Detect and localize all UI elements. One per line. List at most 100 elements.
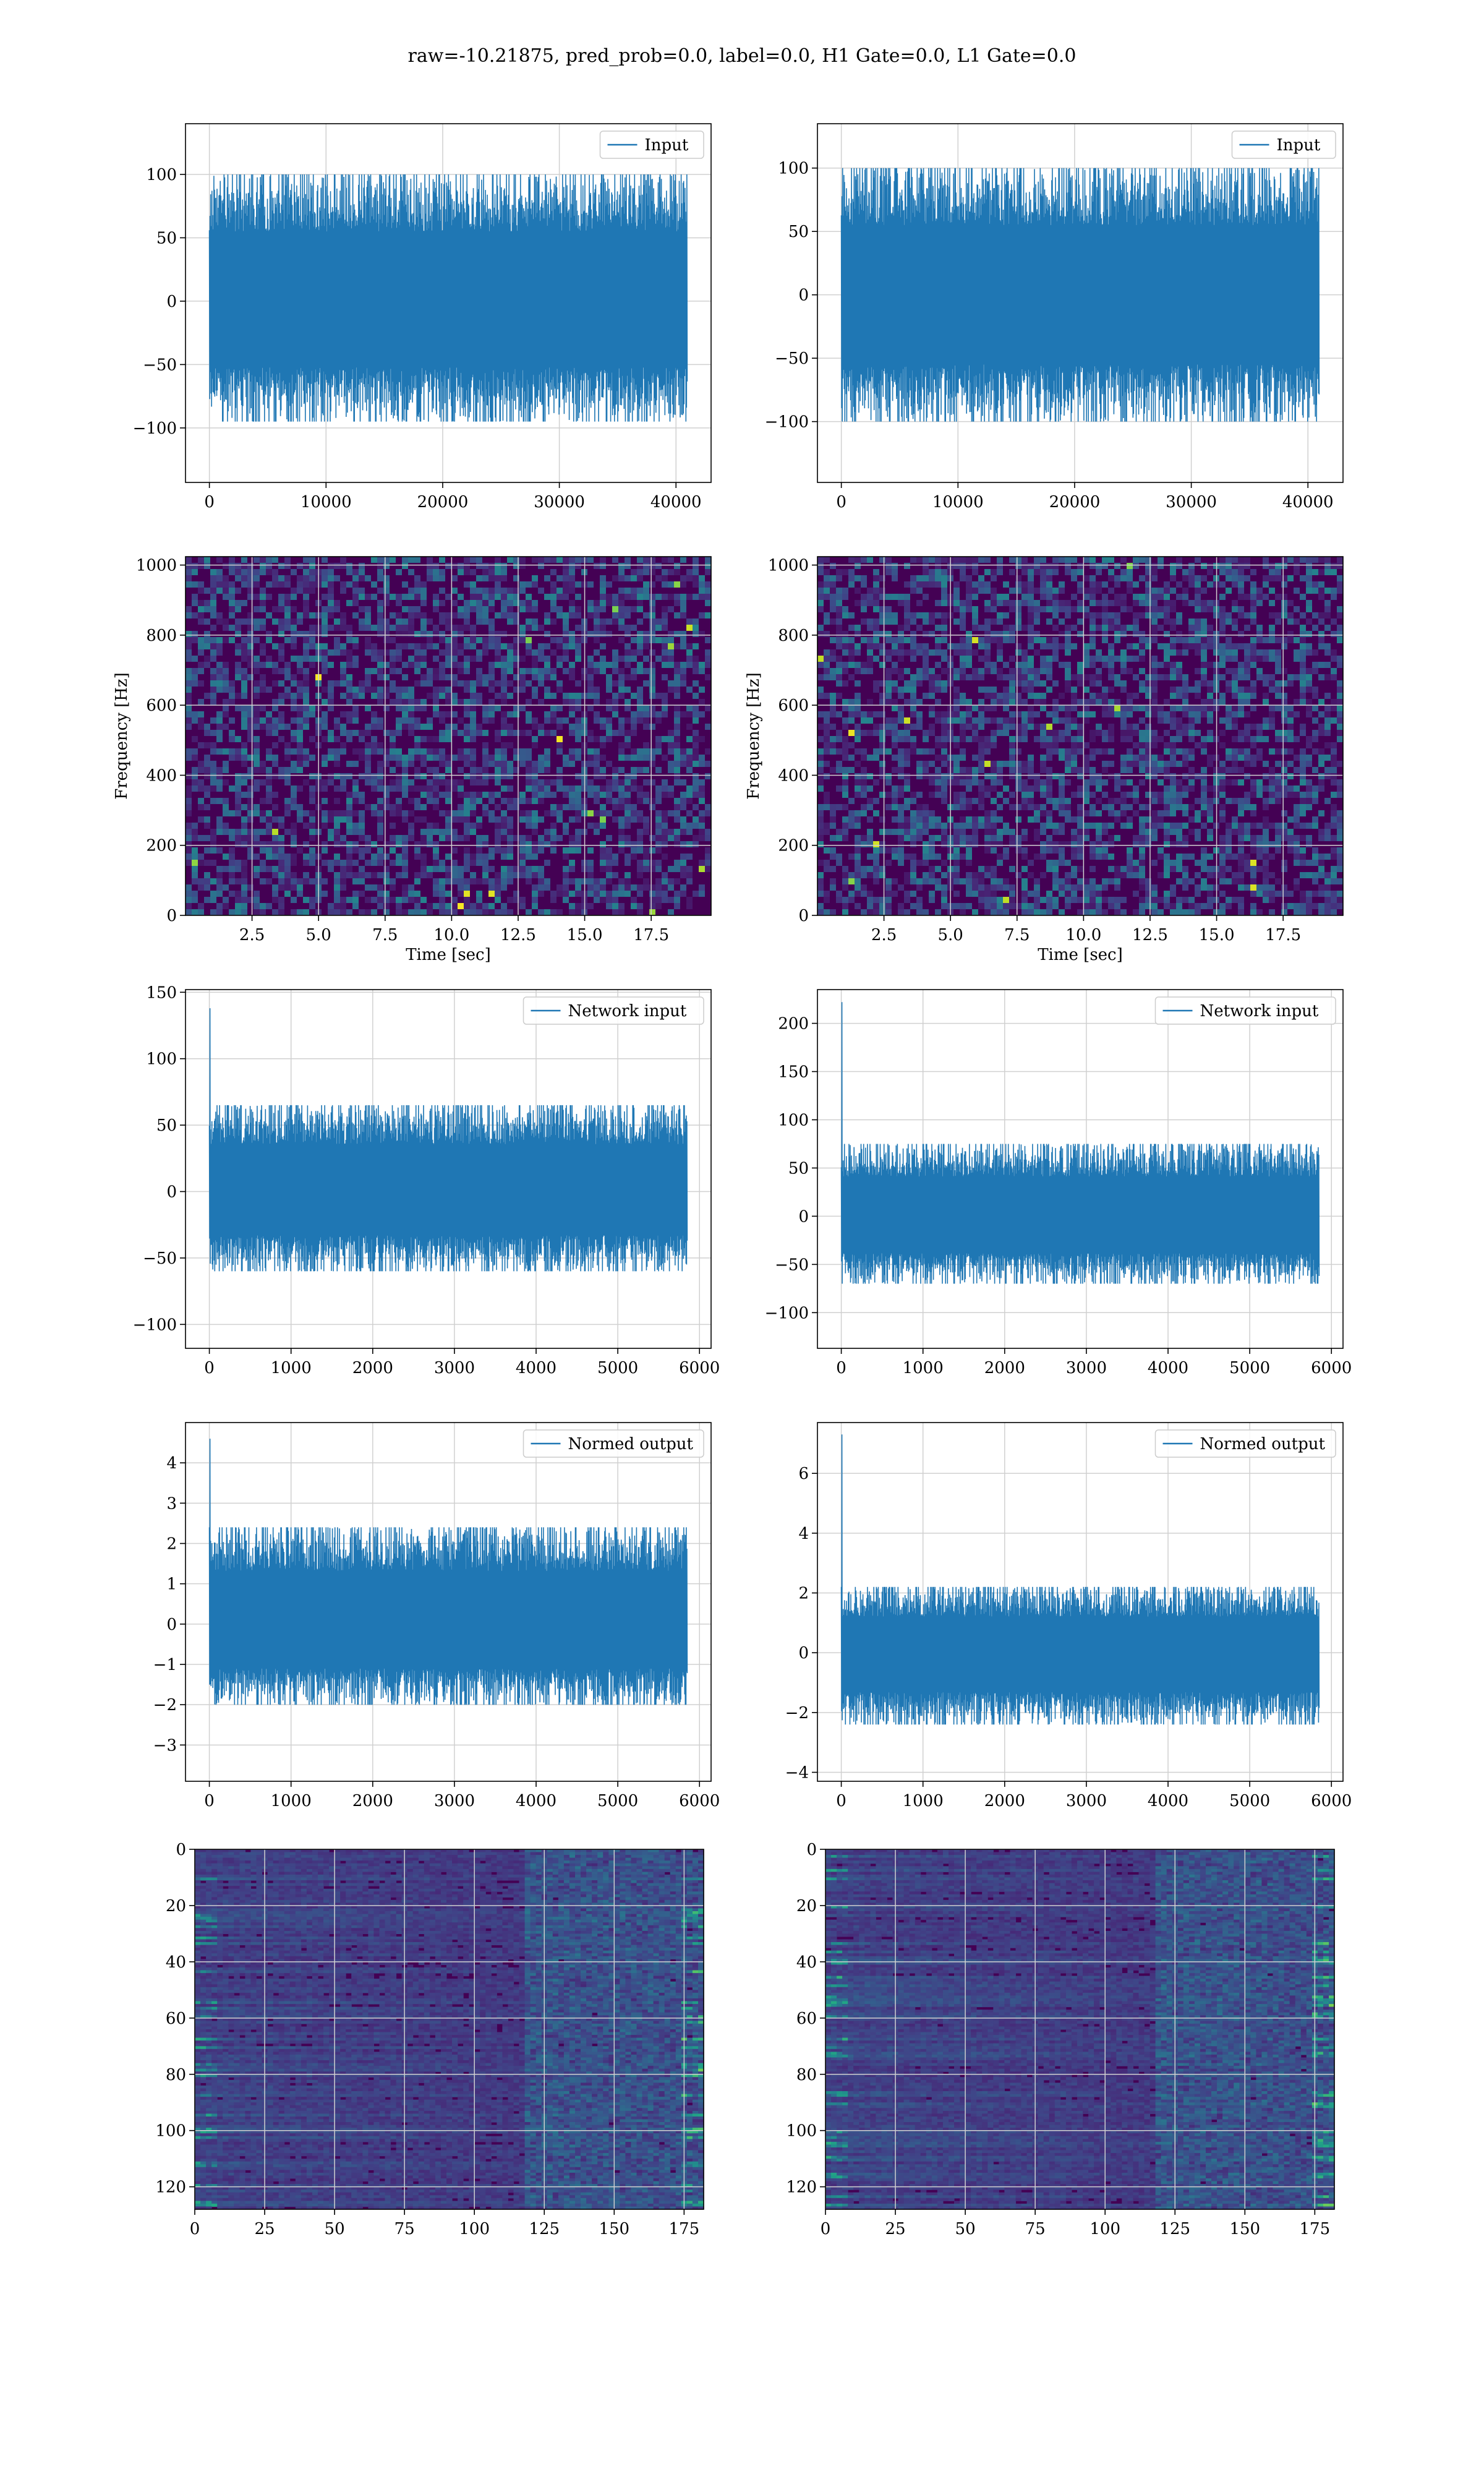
- heatmap-cell: [464, 792, 470, 798]
- heatmap-cell: [420, 866, 427, 872]
- heatmap-cell: [383, 575, 390, 581]
- heatmap-cell: [1021, 767, 1028, 773]
- heatmap-cell: [1052, 656, 1059, 662]
- heatmap-cell: [297, 891, 303, 897]
- heatmap-cell: [587, 884, 594, 891]
- heatmap-cell: [186, 563, 192, 569]
- heatmap-cell: [898, 736, 904, 742]
- x-tick-label: 30000: [534, 493, 585, 511]
- heatmap-cell: [328, 866, 334, 872]
- heatmap-cell: [997, 557, 1003, 563]
- heatmap-cell: [1244, 687, 1250, 693]
- heatmap-cell: [705, 557, 711, 563]
- heatmap-cell: [625, 674, 631, 680]
- heatmap-cell: [476, 674, 482, 680]
- heatmap-cell: [1096, 625, 1102, 631]
- heatmap-cell: [235, 674, 241, 680]
- heatmap-cell: [420, 755, 427, 761]
- heatmap-cell: [824, 668, 830, 674]
- heatmap-cell: [1238, 594, 1244, 600]
- heatmap-cell: [1195, 668, 1201, 674]
- heatmap-cell: [451, 755, 458, 761]
- heatmap-cell: [1176, 724, 1182, 730]
- heatmap-cell: [513, 563, 519, 569]
- heatmap-cell: [1263, 637, 1269, 643]
- heatmap-cell: [1306, 588, 1312, 594]
- heatmap-cell: [408, 829, 414, 835]
- heatmap-cell: [1040, 637, 1046, 643]
- heatmap-cell: [346, 736, 352, 742]
- heatmap-cell: [1170, 637, 1176, 643]
- heatmap-cell: [464, 829, 470, 835]
- heatmap-cell: [451, 631, 458, 637]
- heatmap-cell: [408, 662, 414, 668]
- heatmap-cell: [470, 860, 476, 866]
- heatmap-cell: [1170, 643, 1176, 649]
- heatmap-cell: [526, 581, 532, 588]
- heatmap-cell: [817, 656, 824, 662]
- heatmap-cell: [1256, 625, 1263, 631]
- heatmap-cell: [433, 785, 439, 792]
- heatmap-cell: [433, 643, 439, 649]
- heatmap-cell: [966, 557, 972, 563]
- heatmap-cell: [235, 625, 241, 631]
- heatmap-cell: [1102, 779, 1108, 785]
- heatmap-cell: [1287, 705, 1294, 711]
- heatmap-cell: [544, 860, 550, 866]
- heatmap-cell: [1003, 581, 1009, 588]
- heatmap-cell: [1281, 711, 1287, 717]
- heatmap-cell: [836, 767, 842, 773]
- heatmap-cell: [501, 680, 507, 687]
- heatmap-cell: [513, 649, 519, 656]
- heatmap-cell: [433, 841, 439, 847]
- heatmap-cell: [198, 643, 204, 649]
- heatmap-cell: [451, 872, 458, 878]
- heatmap-cell: [836, 748, 842, 755]
- heatmap-cell: [991, 742, 997, 748]
- heatmap-cell: [649, 557, 655, 563]
- heatmap-cell: [260, 569, 266, 575]
- heatmap-cell: [830, 748, 836, 755]
- heatmap-cell: [322, 668, 328, 674]
- heatmap-cell: [235, 618, 241, 625]
- heatmap-cell: [488, 699, 495, 705]
- heatmap-cell: [420, 773, 427, 779]
- heatmap-cell: [303, 563, 309, 569]
- heatmap-cell: [340, 810, 346, 816]
- heatmap-cell: [649, 693, 655, 699]
- heatmap-cell: [612, 872, 618, 878]
- heatmap-cell: [272, 668, 278, 674]
- heatmap-cell: [204, 835, 210, 841]
- heatmap-cell: [458, 569, 464, 575]
- heatmap-cell: [1244, 730, 1250, 736]
- heatmap-cell: [625, 631, 631, 637]
- heatmap-cell: [910, 699, 916, 705]
- heatmap-cell: [1331, 563, 1337, 569]
- heatmap-cell: [377, 717, 383, 724]
- heatmap-cell: [464, 662, 470, 668]
- heatmap-cell: [1120, 680, 1127, 687]
- heatmap-cell: [668, 656, 674, 662]
- heatmap-cell: [229, 748, 235, 755]
- heatmap-cell: [848, 625, 855, 631]
- heatmap-cell: [892, 785, 898, 792]
- heatmap-cell: [377, 798, 383, 804]
- heatmap-cell: [1090, 656, 1096, 662]
- heatmap-cell: [941, 755, 947, 761]
- heatmap-cell: [519, 792, 526, 798]
- heatmap-cell: [1263, 563, 1269, 569]
- heatmap-cell: [686, 761, 693, 767]
- heatmap-cell: [1003, 699, 1009, 705]
- heatmap-cell: [898, 649, 904, 656]
- heatmap-cell: [383, 618, 390, 625]
- heatmap-cell: [898, 755, 904, 761]
- heatmap-cell: [978, 785, 984, 792]
- heatmap-cell: [1256, 755, 1263, 761]
- heatmap-cell: [842, 767, 848, 773]
- heatmap-cell: [229, 810, 235, 816]
- heatmap-cell: [476, 891, 482, 897]
- heatmap-cell: [1324, 662, 1331, 668]
- heatmap-cell: [655, 835, 662, 841]
- heatmap-cell: [1046, 575, 1052, 581]
- heatmap-cell: [458, 872, 464, 878]
